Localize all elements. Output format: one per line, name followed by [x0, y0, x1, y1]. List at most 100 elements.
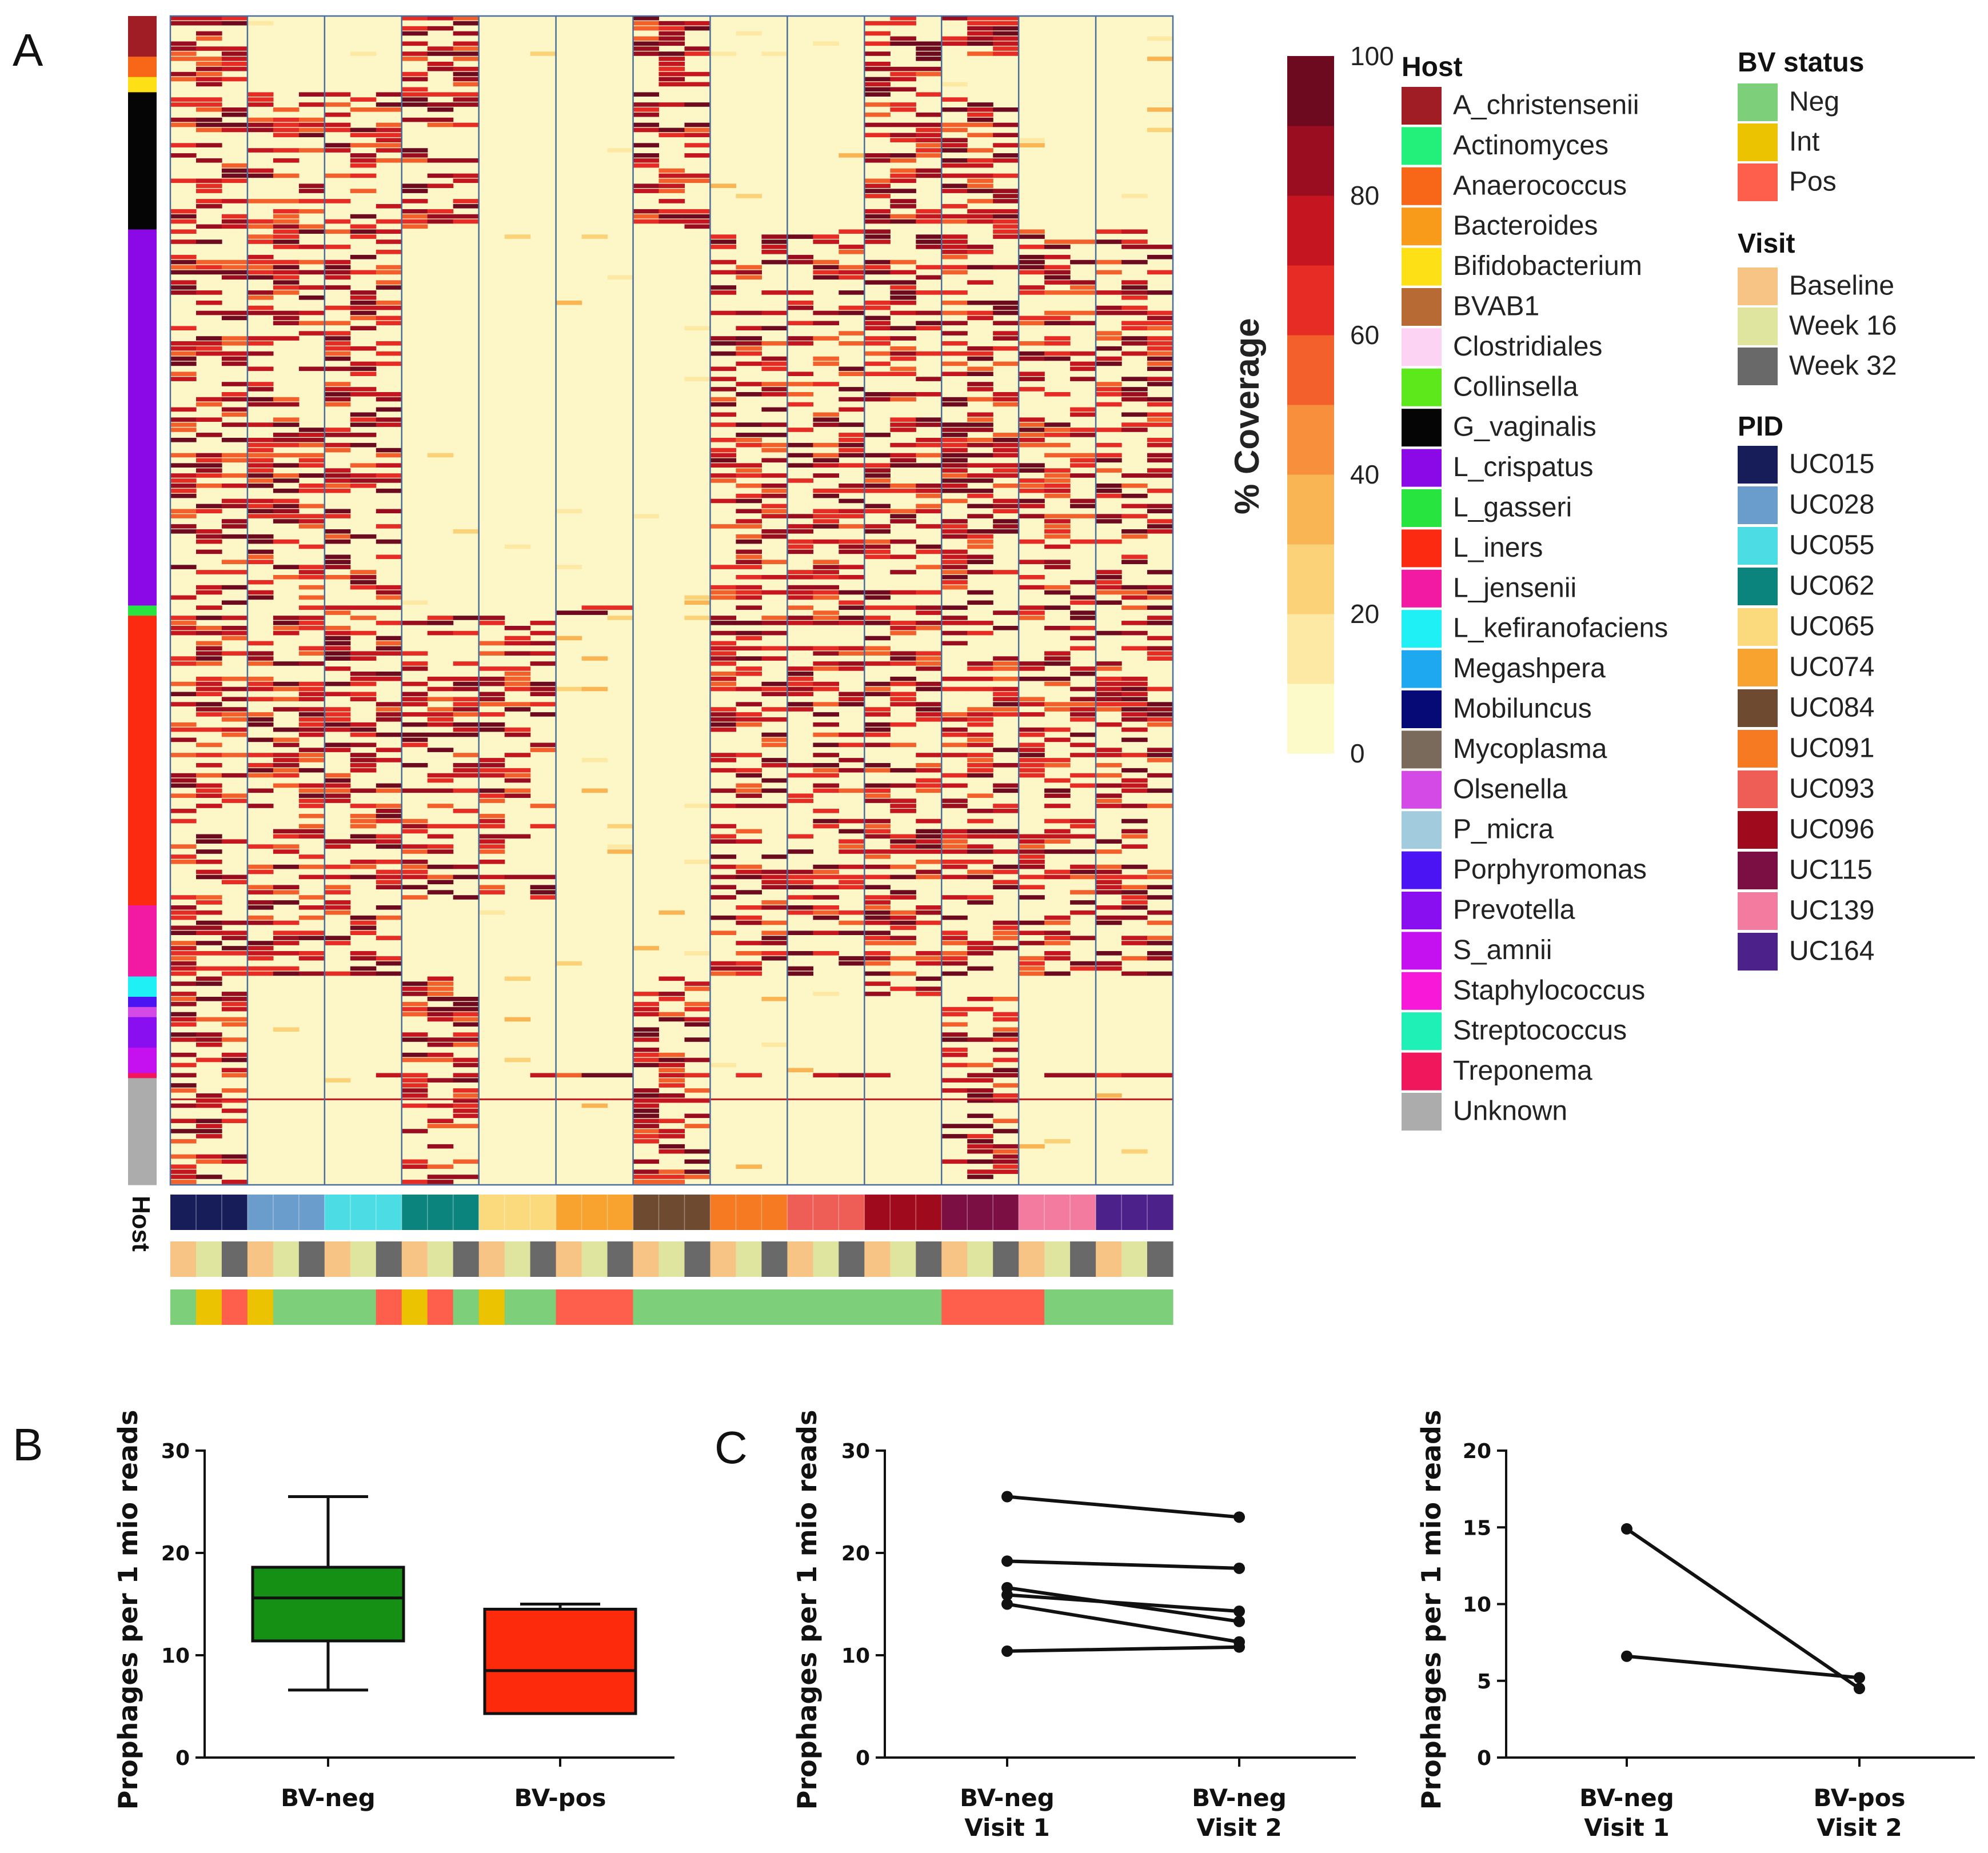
y-axis-title: Prophages per 1 mio reads	[1416, 1410, 1447, 1810]
heatmap-cell	[787, 539, 813, 544]
heatmap-cell	[864, 372, 891, 376]
legend-swatch	[1402, 247, 1442, 286]
heatmap-cell	[864, 321, 891, 326]
heatmap-cell	[324, 259, 351, 265]
heatmap-cell	[298, 428, 325, 432]
heatmap-cell	[1121, 834, 1148, 839]
heatmap-cell	[916, 783, 942, 788]
heatmap-cell	[196, 686, 222, 692]
heatmap-cell	[993, 438, 1019, 442]
heatmap-cell	[864, 259, 891, 265]
heatmap-cell	[967, 514, 993, 518]
bv-cell	[196, 1289, 222, 1325]
heatmap-cell	[916, 509, 942, 514]
heatmap-cell	[890, 514, 916, 518]
heatmap-cell	[298, 732, 325, 737]
heatmap-cell	[1070, 869, 1096, 874]
bv-cell	[581, 1289, 608, 1325]
legend-swatch	[1402, 892, 1442, 929]
heatmap-cell	[967, 554, 993, 560]
heatmap-cell	[1070, 824, 1096, 829]
heatmap-cell	[324, 610, 351, 615]
heatmap-cell	[941, 874, 968, 880]
pid-cell	[427, 1195, 454, 1230]
heatmap-cell	[427, 46, 454, 51]
heatmap-cell	[787, 453, 813, 458]
heatmap-cell	[761, 433, 788, 437]
heatmap-cell	[247, 473, 274, 478]
heatmap-cell	[993, 880, 1019, 885]
heatmap-cell	[736, 468, 762, 473]
heatmap-cell	[170, 661, 197, 666]
heatmap-cell	[170, 46, 197, 51]
heatmap-cell	[324, 630, 351, 636]
heatmap-cell	[1147, 316, 1173, 321]
heatmap-cell	[1070, 610, 1096, 615]
heatmap-cell	[761, 361, 788, 366]
heatmap-cell	[453, 1175, 480, 1179]
legend-label: UC139	[1789, 896, 1874, 926]
heatmap-cell	[890, 102, 916, 107]
heatmap-cell	[324, 148, 351, 153]
heatmap-cell	[967, 666, 993, 671]
heatmap-cell	[221, 178, 248, 183]
legend-label: Bifidobacterium	[1453, 251, 1642, 281]
legend-label: Streptococcus	[1453, 1016, 1627, 1046]
heatmap-cell	[478, 813, 505, 818]
heatmap-cell	[941, 956, 968, 961]
heatmap-cell	[324, 442, 351, 448]
heatmap-cell	[813, 234, 839, 239]
heatmap-cell	[298, 748, 325, 752]
heatmap-cell	[658, 1083, 685, 1088]
bv-cell	[658, 1289, 685, 1325]
heatmap-cell	[993, 194, 1019, 198]
heatmap-cell	[813, 524, 839, 529]
heatmap-cell	[787, 428, 813, 432]
heatmap-cell	[1121, 305, 1148, 310]
heatmap-cell	[376, 961, 402, 966]
heatmap-cell	[221, 1119, 248, 1123]
heatmap-cell	[916, 168, 942, 173]
heatmap-cell	[761, 616, 788, 620]
heatmap-cell	[1019, 763, 1045, 768]
heatmap-cell	[993, 626, 1019, 630]
heatmap-cell	[1096, 793, 1122, 798]
heatmap-cell	[1070, 707, 1096, 712]
heatmap-cell	[967, 758, 993, 762]
heatmap-cell	[1070, 961, 1096, 966]
heatmap-cell	[221, 712, 248, 717]
heatmap-cell	[993, 305, 1019, 310]
heatmap-cell	[761, 326, 788, 330]
heatmap-cell	[1070, 458, 1096, 463]
heatmap-cell	[221, 259, 248, 265]
heatmap-cell	[1070, 290, 1096, 295]
heatmap-cell	[196, 626, 222, 630]
heatmap-cell	[736, 422, 762, 427]
heatmap-cell	[1044, 422, 1071, 427]
visit-cell	[864, 1241, 891, 1277]
heatmap-cell	[684, 804, 711, 808]
heatmap-cell	[787, 341, 813, 346]
heatmap-cell	[1147, 504, 1173, 509]
heatmap-cell	[916, 122, 942, 127]
heatmap-cell	[710, 717, 737, 722]
heatmap-cell	[736, 524, 762, 529]
heatmap-cell	[504, 788, 531, 793]
heatmap-cell	[427, 834, 454, 839]
heatmap-cell	[736, 194, 762, 198]
heatmap-cell	[710, 341, 737, 346]
heatmap-cell	[556, 610, 582, 615]
heatmap-cell	[1070, 900, 1096, 905]
heatmap-cell	[1019, 758, 1045, 762]
heatmap-cell	[813, 864, 839, 869]
heatmap-cell	[453, 712, 480, 717]
heatmap-cell	[787, 605, 813, 610]
heatmap-cell	[170, 351, 197, 356]
heatmap-cell	[967, 534, 993, 539]
heatmap-cell	[1070, 910, 1096, 915]
heatmap-cell	[350, 484, 377, 488]
heatmap-cell	[761, 484, 788, 488]
heatmap-cell	[864, 21, 891, 26]
heatmap-cell	[196, 549, 222, 554]
heatmap-cell	[1121, 595, 1148, 600]
